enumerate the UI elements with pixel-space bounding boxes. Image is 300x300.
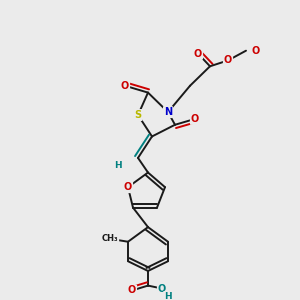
Text: O: O — [191, 114, 199, 124]
Text: CH₃: CH₃ — [102, 234, 118, 243]
Text: O: O — [121, 81, 129, 91]
Text: O: O — [158, 284, 166, 293]
Text: H: H — [164, 292, 172, 300]
Text: O: O — [128, 286, 136, 296]
Text: S: S — [134, 110, 142, 120]
Text: O: O — [124, 182, 132, 192]
Text: O: O — [251, 46, 259, 56]
Text: N: N — [164, 107, 172, 117]
Text: O: O — [194, 49, 202, 58]
Text: H: H — [114, 161, 122, 170]
Text: O: O — [224, 56, 232, 65]
